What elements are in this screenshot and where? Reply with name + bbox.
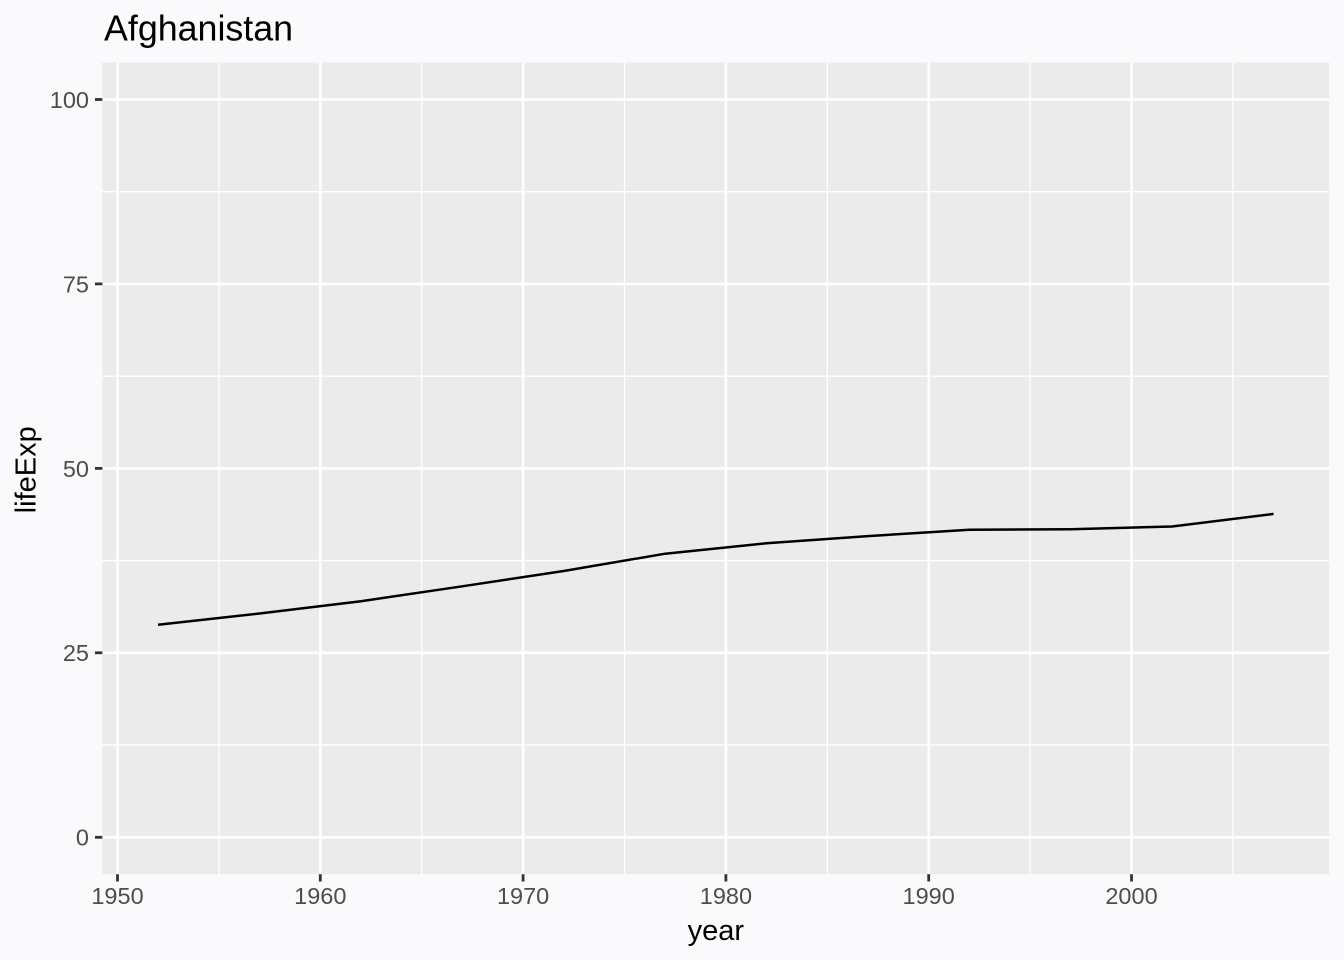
svg-text:1950: 1950 <box>91 883 143 909</box>
svg-text:Afghanistan: Afghanistan <box>104 9 293 49</box>
svg-text:0: 0 <box>76 825 89 851</box>
svg-text:100: 100 <box>50 87 89 113</box>
svg-text:1970: 1970 <box>497 883 549 909</box>
svg-text:1980: 1980 <box>700 883 752 909</box>
svg-text:1990: 1990 <box>903 883 955 909</box>
svg-text:75: 75 <box>63 271 89 297</box>
svg-text:2000: 2000 <box>1105 883 1157 909</box>
svg-text:25: 25 <box>63 640 89 666</box>
svg-text:lifeExp: lifeExp <box>11 426 43 513</box>
svg-text:1960: 1960 <box>294 883 346 909</box>
svg-text:year: year <box>688 915 745 947</box>
svg-text:50: 50 <box>63 456 89 482</box>
